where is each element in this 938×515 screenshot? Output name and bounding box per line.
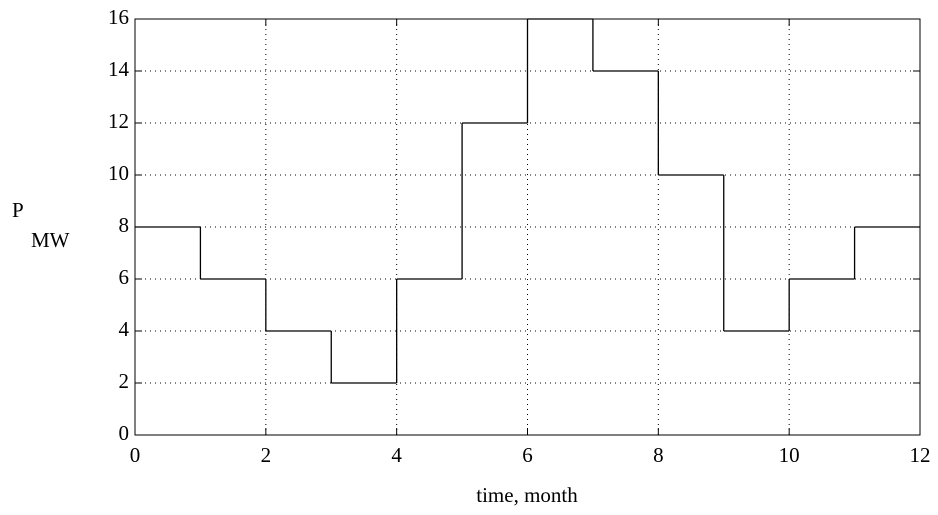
y-tick-label: 8: [119, 213, 130, 237]
x-tick-label: 6: [522, 443, 533, 467]
x-tick-label: 2: [261, 443, 272, 467]
x-tick-label: 8: [653, 443, 664, 467]
y-tick-label: 4: [119, 317, 130, 341]
y-axis-label: MW: [31, 228, 70, 252]
y-tick-label: 6: [119, 265, 130, 289]
y-axis-label: P: [12, 198, 24, 222]
x-tick-label: 0: [130, 443, 141, 467]
x-tick-label: 4: [391, 443, 402, 467]
x-tick-label: 10: [779, 443, 800, 467]
x-axis-label: time, month: [476, 483, 578, 507]
x-tick-label: 12: [910, 443, 931, 467]
y-tick-label: 0: [119, 421, 130, 445]
y-tick-label: 14: [108, 57, 130, 81]
y-tick-label: 16: [108, 5, 129, 29]
y-tick-label: 2: [119, 369, 130, 393]
y-tick-label: 12: [108, 109, 129, 133]
y-tick-label: 10: [108, 161, 129, 185]
